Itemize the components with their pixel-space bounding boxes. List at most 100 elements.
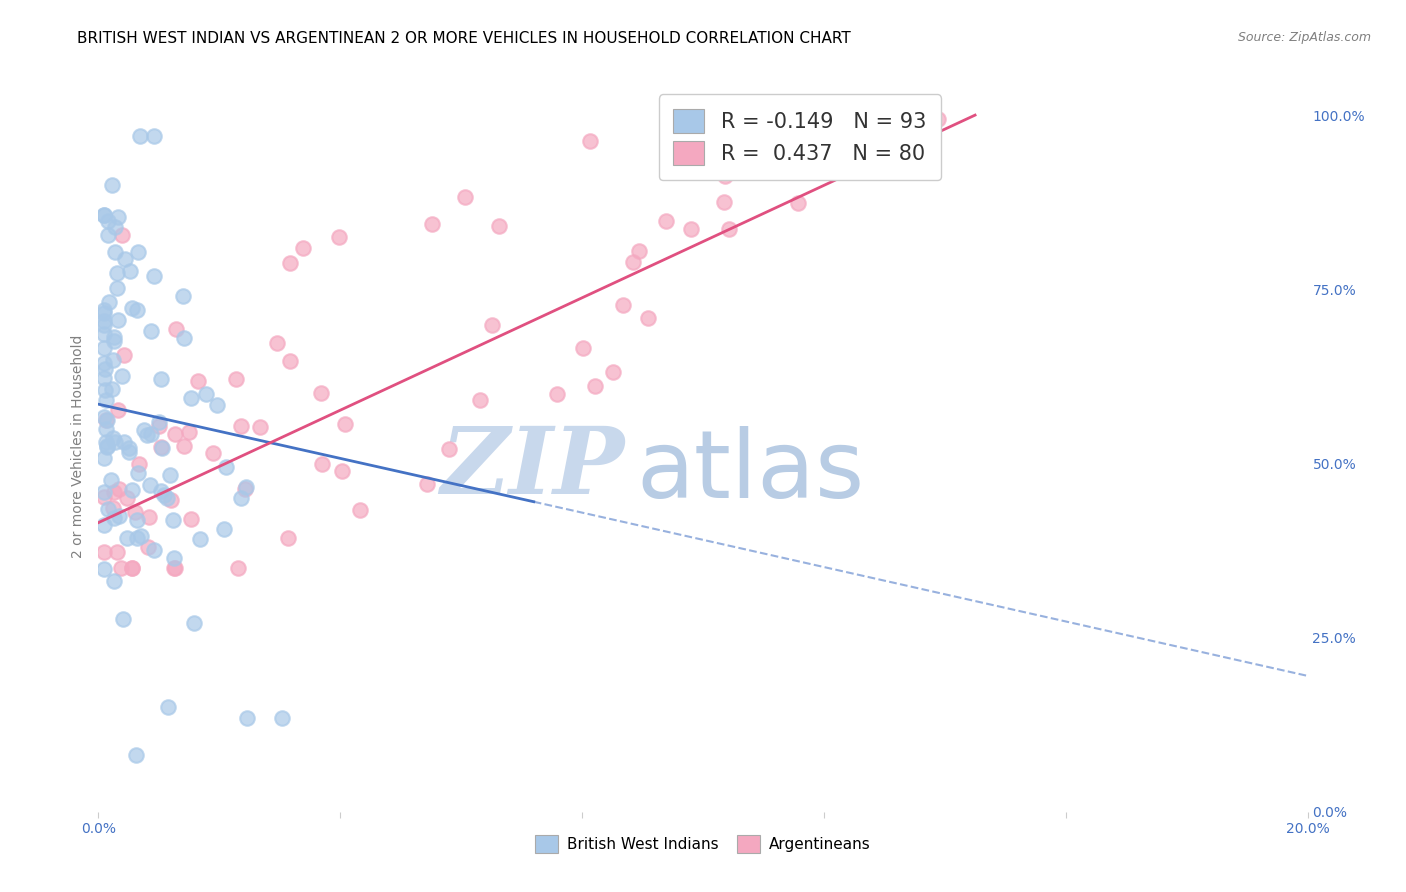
Legend: British West Indians, Argentineans: British West Indians, Argentineans: [529, 829, 877, 859]
Point: [128, 128, 150, 143]
Point: [825, 108, 848, 122]
Point: [150, 441, 173, 455]
Point: [311, 458, 333, 472]
Point: [93, 409, 115, 424]
Point: [93, 490, 115, 504]
Point: [713, 194, 735, 209]
Text: BRITISH WEST INDIAN VS ARGENTINEAN 2 OR MORE VEHICLES IN HOUSEHOLD CORRELATION C: BRITISH WEST INDIAN VS ARGENTINEAN 2 OR …: [77, 31, 851, 46]
Point: [173, 440, 195, 454]
Point: [205, 398, 228, 412]
Point: [142, 269, 165, 284]
Point: [278, 354, 301, 368]
Point: [225, 372, 247, 386]
Point: [94, 413, 117, 427]
Point: [870, 108, 893, 122]
Point: [187, 374, 209, 388]
Point: [439, 442, 461, 456]
Point: [796, 154, 818, 169]
Point: [416, 477, 439, 491]
Point: [270, 711, 292, 725]
Point: [93, 302, 115, 317]
Point: [101, 352, 124, 367]
Point: [159, 468, 181, 483]
Point: [121, 561, 143, 575]
Point: [93, 518, 115, 533]
Point: [163, 561, 186, 575]
Point: [93, 484, 115, 499]
Point: [128, 458, 150, 472]
Point: [163, 561, 186, 575]
Point: [583, 379, 606, 393]
Point: [112, 348, 135, 362]
Point: [93, 327, 115, 342]
Point: [110, 561, 132, 575]
Point: [124, 505, 146, 519]
Point: [93, 314, 115, 328]
Point: [94, 435, 117, 450]
Point: [845, 108, 868, 122]
Point: [93, 208, 115, 222]
Point: [118, 444, 141, 458]
Point: [148, 419, 170, 434]
Point: [162, 513, 184, 527]
Point: [101, 431, 124, 445]
Point: [96, 422, 118, 436]
Point: [121, 301, 143, 315]
Point: [105, 280, 128, 294]
Point: [637, 311, 659, 326]
Text: Source: ZipAtlas.com: Source: ZipAtlas.com: [1237, 31, 1371, 45]
Point: [108, 508, 131, 523]
Point: [100, 473, 122, 487]
Point: [94, 392, 117, 407]
Point: [103, 574, 125, 588]
Point: [157, 700, 180, 714]
Point: [93, 545, 115, 559]
Point: [152, 488, 174, 502]
Point: [104, 435, 127, 450]
Point: [139, 477, 162, 491]
Point: [148, 416, 170, 430]
Point: [481, 318, 503, 333]
Point: [163, 551, 186, 566]
Point: [149, 440, 172, 454]
Point: [276, 531, 298, 545]
Point: [579, 134, 602, 148]
Point: [717, 108, 740, 122]
Point: [714, 169, 737, 183]
Point: [278, 256, 301, 270]
Point: [231, 418, 253, 433]
Point: [786, 121, 808, 136]
Point: [621, 255, 644, 269]
Point: [93, 450, 115, 465]
Point: [328, 230, 350, 244]
Point: [93, 318, 115, 332]
Point: [654, 214, 676, 228]
Point: [112, 435, 135, 450]
Point: [125, 748, 148, 763]
Point: [150, 372, 173, 386]
Point: [93, 208, 115, 222]
Point: [136, 428, 159, 442]
Text: atlas: atlas: [637, 425, 865, 517]
Point: [127, 245, 149, 260]
Point: [173, 331, 195, 345]
Point: [159, 493, 181, 508]
Point: [572, 341, 595, 355]
Point: [349, 502, 371, 516]
Point: [202, 446, 225, 460]
Point: [131, 529, 153, 543]
Point: [125, 513, 148, 527]
Point: [136, 540, 159, 554]
Point: [180, 391, 202, 405]
Point: [266, 336, 288, 351]
Point: [796, 117, 818, 131]
Point: [468, 393, 491, 408]
Point: [121, 483, 143, 497]
Point: [96, 439, 118, 453]
Point: [249, 419, 271, 434]
Point: [143, 128, 166, 143]
Point: [117, 531, 139, 545]
Point: [156, 491, 179, 505]
Point: [745, 152, 768, 166]
Point: [214, 522, 236, 536]
